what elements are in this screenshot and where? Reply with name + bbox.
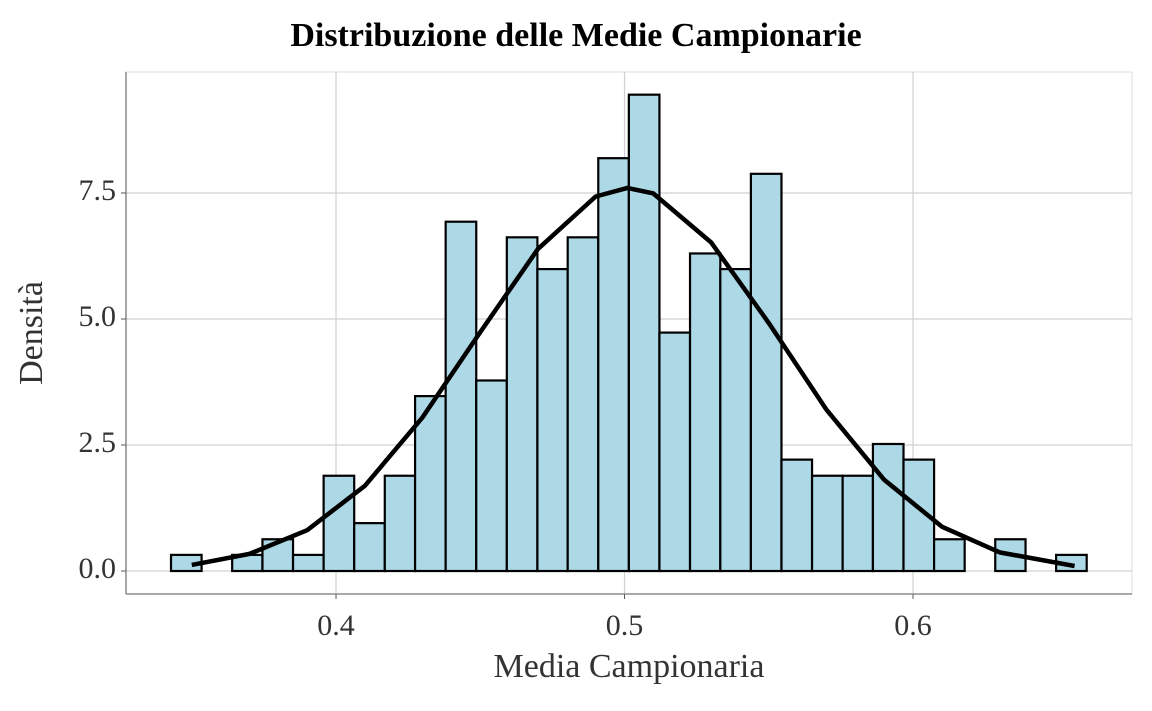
bar xyxy=(627,93,661,573)
bar xyxy=(780,458,814,573)
bar xyxy=(353,522,386,573)
bar xyxy=(505,236,539,573)
bar xyxy=(291,553,325,573)
bar xyxy=(658,331,692,573)
y-axis-label: Densità xyxy=(13,281,50,385)
bar xyxy=(322,474,356,573)
chart-title: Distribuzione delle Medie Campionarie xyxy=(290,17,861,54)
bar xyxy=(810,474,844,573)
bar xyxy=(932,538,966,573)
y-tick-label: 0.0 xyxy=(79,552,117,585)
bar xyxy=(566,236,600,573)
bar xyxy=(841,474,875,573)
x-tick-label: 0.6 xyxy=(894,609,932,642)
bar xyxy=(719,267,752,573)
bar xyxy=(475,379,508,573)
bar xyxy=(871,442,905,573)
bar xyxy=(749,172,783,573)
y-tick-label: 2.5 xyxy=(79,426,117,459)
x-axis-label: Media Campionaria xyxy=(494,648,765,685)
x-tick-label: 0.5 xyxy=(606,609,644,642)
bar xyxy=(413,395,447,573)
bar xyxy=(688,252,722,573)
bar xyxy=(383,474,417,573)
bar xyxy=(536,267,569,573)
density-curve xyxy=(191,185,1075,569)
x-tick-label: 0.4 xyxy=(317,609,355,642)
bar xyxy=(444,220,478,573)
y-tick-label: 7.5 xyxy=(79,174,117,207)
bar xyxy=(597,157,630,573)
y-tick-label: 5.0 xyxy=(79,300,117,333)
